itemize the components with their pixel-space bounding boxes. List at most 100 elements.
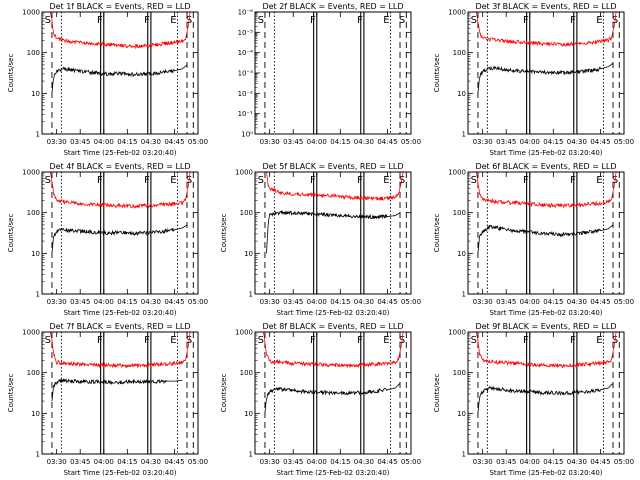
x-tick-label: 03:45 xyxy=(283,458,303,466)
plot-frame xyxy=(41,11,199,135)
marker-label: F xyxy=(97,15,103,26)
x-tick-label: 04:45 xyxy=(590,458,610,466)
marker-label: E xyxy=(596,175,602,186)
marker-label: F xyxy=(97,335,103,346)
series-lld xyxy=(50,11,191,50)
series-lld xyxy=(263,331,404,369)
x-tick-label: 05:00 xyxy=(401,298,421,306)
marker-label: F xyxy=(570,175,576,186)
x-tick-label: 04:15 xyxy=(543,298,563,306)
y-tick-label: 1000 xyxy=(235,169,253,177)
y-tick-label: 1000 xyxy=(448,329,466,337)
marker-label: S xyxy=(45,175,51,186)
y-tick-label: 1 xyxy=(462,131,466,139)
y-axis-label: Counts/sec xyxy=(7,374,15,413)
plot-frame xyxy=(467,331,625,455)
plot-frame xyxy=(254,171,412,295)
detector-panel-6: Det 6f BLACK = Events, RED = LLD Counts/s… xyxy=(433,162,634,317)
x-tick-label: 03:45 xyxy=(283,138,303,146)
x-tick-label: 03:45 xyxy=(283,298,303,306)
x-tick-label: 03:30 xyxy=(473,138,493,146)
y-tick-label: 10 xyxy=(31,250,40,258)
x-tick-label: 03:30 xyxy=(260,458,280,466)
marker-label: E xyxy=(170,175,176,186)
marker-label: F xyxy=(144,175,150,186)
y-tick-label: 10⁻¹ xyxy=(238,110,254,118)
marker-label: S xyxy=(258,335,264,346)
detector-panel-1: Det 1f BLACK = Events, RED = LLD Counts/s… xyxy=(7,2,208,157)
panel-title: Det 6f BLACK = Events, RED = LLD xyxy=(475,162,616,171)
x-tick-label: 05:00 xyxy=(614,458,634,466)
x-tick-label: 03:45 xyxy=(496,458,516,466)
plot-frame xyxy=(254,331,412,455)
marker-label: S xyxy=(471,335,477,346)
x-tick-label: 04:00 xyxy=(520,458,540,466)
x-tick-label: 04:45 xyxy=(377,298,397,306)
x-tick-label: 04:00 xyxy=(520,298,540,306)
series-lld xyxy=(50,331,191,369)
x-tick-label: 04:15 xyxy=(330,138,350,146)
x-tick-label: 03:30 xyxy=(473,298,493,306)
x-tick-label: 03:45 xyxy=(70,138,90,146)
x-tick-label: 05:00 xyxy=(614,138,634,146)
y-tick-label: 10 xyxy=(244,410,253,418)
series-events xyxy=(266,209,401,254)
marker-label: E xyxy=(383,335,389,346)
marker-label: F xyxy=(97,175,103,186)
series-lld xyxy=(476,331,617,368)
series-events xyxy=(51,224,188,254)
x-tick-label: 04:00 xyxy=(520,138,540,146)
y-tick-label: 10 xyxy=(457,90,466,98)
marker-label: E xyxy=(170,15,176,26)
plot-frame xyxy=(467,11,625,135)
marker-label: F xyxy=(570,15,576,26)
y-axis-label: Counts/sec xyxy=(7,54,15,93)
x-tick-label: 03:30 xyxy=(260,138,280,146)
marker-label: F xyxy=(523,335,529,346)
marker-label: E xyxy=(170,335,176,346)
marker-label: S xyxy=(258,175,264,186)
marker-label: F xyxy=(523,15,529,26)
y-tick-label: 1 xyxy=(462,451,466,459)
panel-title: Det 2f BLACK = Events, RED = LLD xyxy=(262,2,403,11)
marker-label: E xyxy=(596,335,602,346)
y-tick-label: 100 xyxy=(27,49,40,57)
series-events xyxy=(51,378,183,402)
marker-label: F xyxy=(144,15,150,26)
x-tick-label: 04:15 xyxy=(543,458,563,466)
y-tick-label: 10⁻³ xyxy=(238,70,254,78)
x-tick-label: 05:00 xyxy=(401,458,421,466)
y-axis-label: Counts/sec xyxy=(433,374,441,413)
marker-label: F xyxy=(310,335,316,346)
x-tick-label: 04:00 xyxy=(307,458,327,466)
y-tick-label: 100 xyxy=(453,49,466,57)
y-tick-label: 10⁻² xyxy=(238,90,254,98)
marker-label: F xyxy=(357,335,363,346)
y-tick-label: 1000 xyxy=(448,169,466,177)
y-tick-label: 10⁰ xyxy=(241,131,253,139)
series-events xyxy=(51,64,188,94)
panel-title: Det 4f BLACK = Events, RED = LLD xyxy=(49,162,190,171)
x-tick-label: 04:30 xyxy=(354,298,374,306)
y-axis-label: Counts/sec xyxy=(433,214,441,253)
series-events xyxy=(477,382,614,414)
y-tick-label: 1000 xyxy=(22,9,40,17)
x-tick-label: 04:00 xyxy=(94,138,114,146)
x-tick-label: 04:45 xyxy=(164,298,184,306)
y-tick-label: 100 xyxy=(453,369,466,377)
x-tick-label: 04:00 xyxy=(307,298,327,306)
y-axis-label: Counts/sec xyxy=(7,214,15,253)
y-tick-label: 100 xyxy=(27,369,40,377)
detector-panel-9: Det 9f BLACK = Events, RED = LLD Counts/s… xyxy=(433,322,634,477)
plot-frame xyxy=(41,171,199,295)
y-tick-label: 10 xyxy=(244,250,253,258)
plot-frame xyxy=(254,11,412,135)
x-tick-label: 05:00 xyxy=(188,138,208,146)
marker-label: S xyxy=(399,175,405,186)
y-tick-label: 100 xyxy=(27,209,40,217)
x-axis-label: Start Time (25-Feb-02 03:20:40) xyxy=(276,309,389,317)
marker-label: F xyxy=(310,15,316,26)
x-tick-label: 03:30 xyxy=(47,298,67,306)
detector-panel-8: Det 8f BLACK = Events, RED = LLD Counts/s… xyxy=(220,322,421,477)
x-tick-label: 05:00 xyxy=(614,298,634,306)
